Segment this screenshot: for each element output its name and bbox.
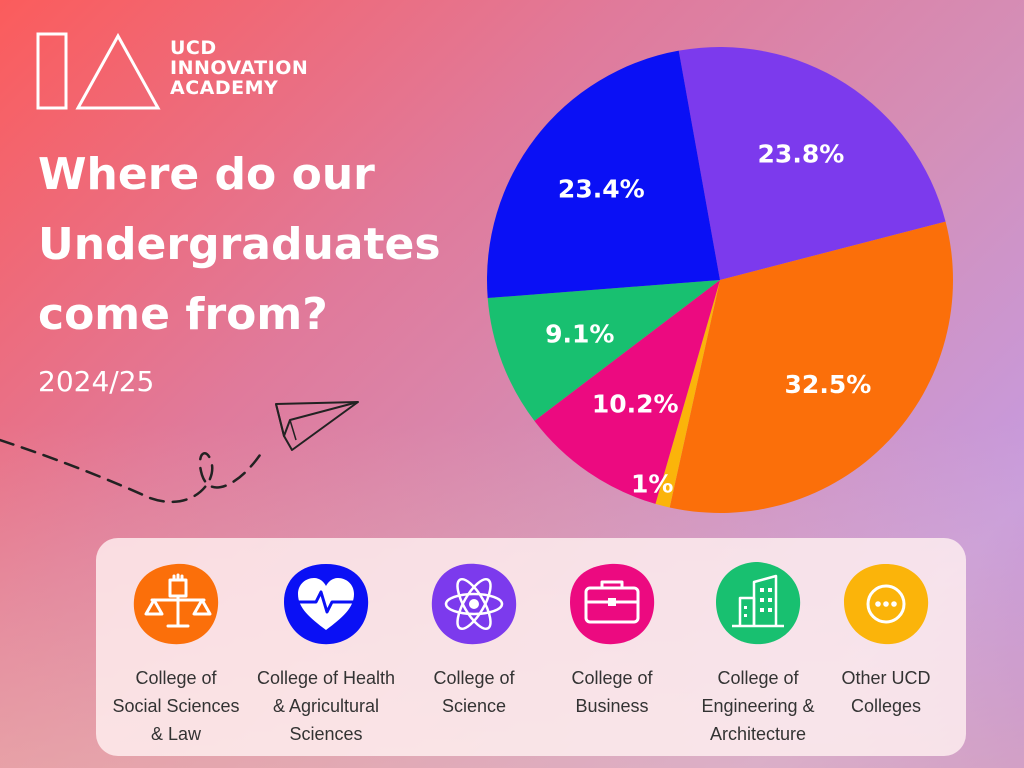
legend-label-line: Other UCD bbox=[841, 668, 931, 688]
pie-slice bbox=[669, 221, 954, 513]
pie-slice-label: 9.1% bbox=[545, 319, 614, 348]
pie-slice bbox=[678, 46, 946, 281]
legend-item-social-sciences-law: College of Social Sciences & Law bbox=[106, 560, 246, 748]
legend-label-line: Sciences bbox=[289, 724, 363, 744]
legend-label-line: Colleges bbox=[850, 696, 922, 716]
brand-name: UCD INNOVATION ACADEMY bbox=[170, 38, 308, 98]
legend-label-line: Science bbox=[441, 696, 507, 716]
pie-slice-label: 10.2% bbox=[592, 390, 679, 419]
legend-label-line: & Agricultural bbox=[272, 696, 380, 716]
ellipsis-icon bbox=[844, 564, 929, 645]
logo-triangle-shape bbox=[75, 32, 161, 110]
scales-of-justice-fist-icon bbox=[133, 563, 219, 645]
legend-item-science: College of Science bbox=[404, 560, 544, 720]
legend-label-line: College of bbox=[717, 668, 799, 688]
brand-line: ACADEMY bbox=[170, 77, 279, 99]
pie-slice-label: 23.8% bbox=[758, 140, 845, 169]
pie-slice bbox=[655, 280, 720, 508]
legend-label-line: & Law bbox=[150, 724, 202, 744]
legend-label-line: College of Health bbox=[256, 668, 396, 688]
pie-slice-label: 23.4% bbox=[558, 174, 645, 203]
pie-slice bbox=[487, 50, 720, 299]
heart-pulse-icon bbox=[284, 564, 369, 645]
legend-label-line: Engineering & bbox=[701, 696, 815, 716]
atom-icon bbox=[431, 563, 517, 645]
legend-label-line: College of bbox=[571, 668, 653, 688]
paper-plane-icon bbox=[0, 401, 359, 504]
pie-slice-label: 1% bbox=[631, 470, 673, 499]
title-line: come from? bbox=[38, 289, 328, 340]
legend-label-line: College of bbox=[135, 668, 217, 688]
buildings-icon bbox=[716, 562, 801, 645]
page-title: Where do our Undergraduates come from? bbox=[38, 140, 468, 350]
pie-chart: 23.8% 32.5% 1% 10.2% 9.1% 23.4% bbox=[487, 46, 954, 513]
legend-item-business: College of Business bbox=[542, 560, 682, 720]
legend-item-health-agricultural: College of Health & Agricultural Science… bbox=[256, 560, 396, 748]
legend-label-line: Social Sciences bbox=[112, 696, 240, 716]
title-line: Where do our bbox=[38, 149, 375, 200]
legend-label-line: Business bbox=[575, 696, 649, 716]
ucd-logo bbox=[36, 32, 161, 110]
legend-item-engineering-architecture: College of Engineering & Architecture bbox=[688, 560, 828, 748]
legend-label-line: College of bbox=[433, 668, 515, 688]
brand-line: INNOVATION bbox=[170, 57, 309, 79]
title-line: Undergraduates bbox=[38, 219, 441, 270]
briefcase-icon bbox=[570, 563, 655, 645]
logo-bar-shape bbox=[36, 32, 68, 110]
legend-item-other-colleges: Other UCD Colleges bbox=[816, 560, 956, 720]
brand-line: UCD bbox=[170, 37, 217, 59]
pie-slice-label: 32.5% bbox=[785, 370, 872, 399]
academic-year: 2024/25 bbox=[38, 365, 155, 398]
legend-panel: College of Social Sciences & Law College… bbox=[96, 538, 966, 756]
pie-slice bbox=[534, 280, 720, 504]
pie-slice bbox=[487, 280, 720, 421]
legend-label-line: Architecture bbox=[709, 724, 807, 744]
